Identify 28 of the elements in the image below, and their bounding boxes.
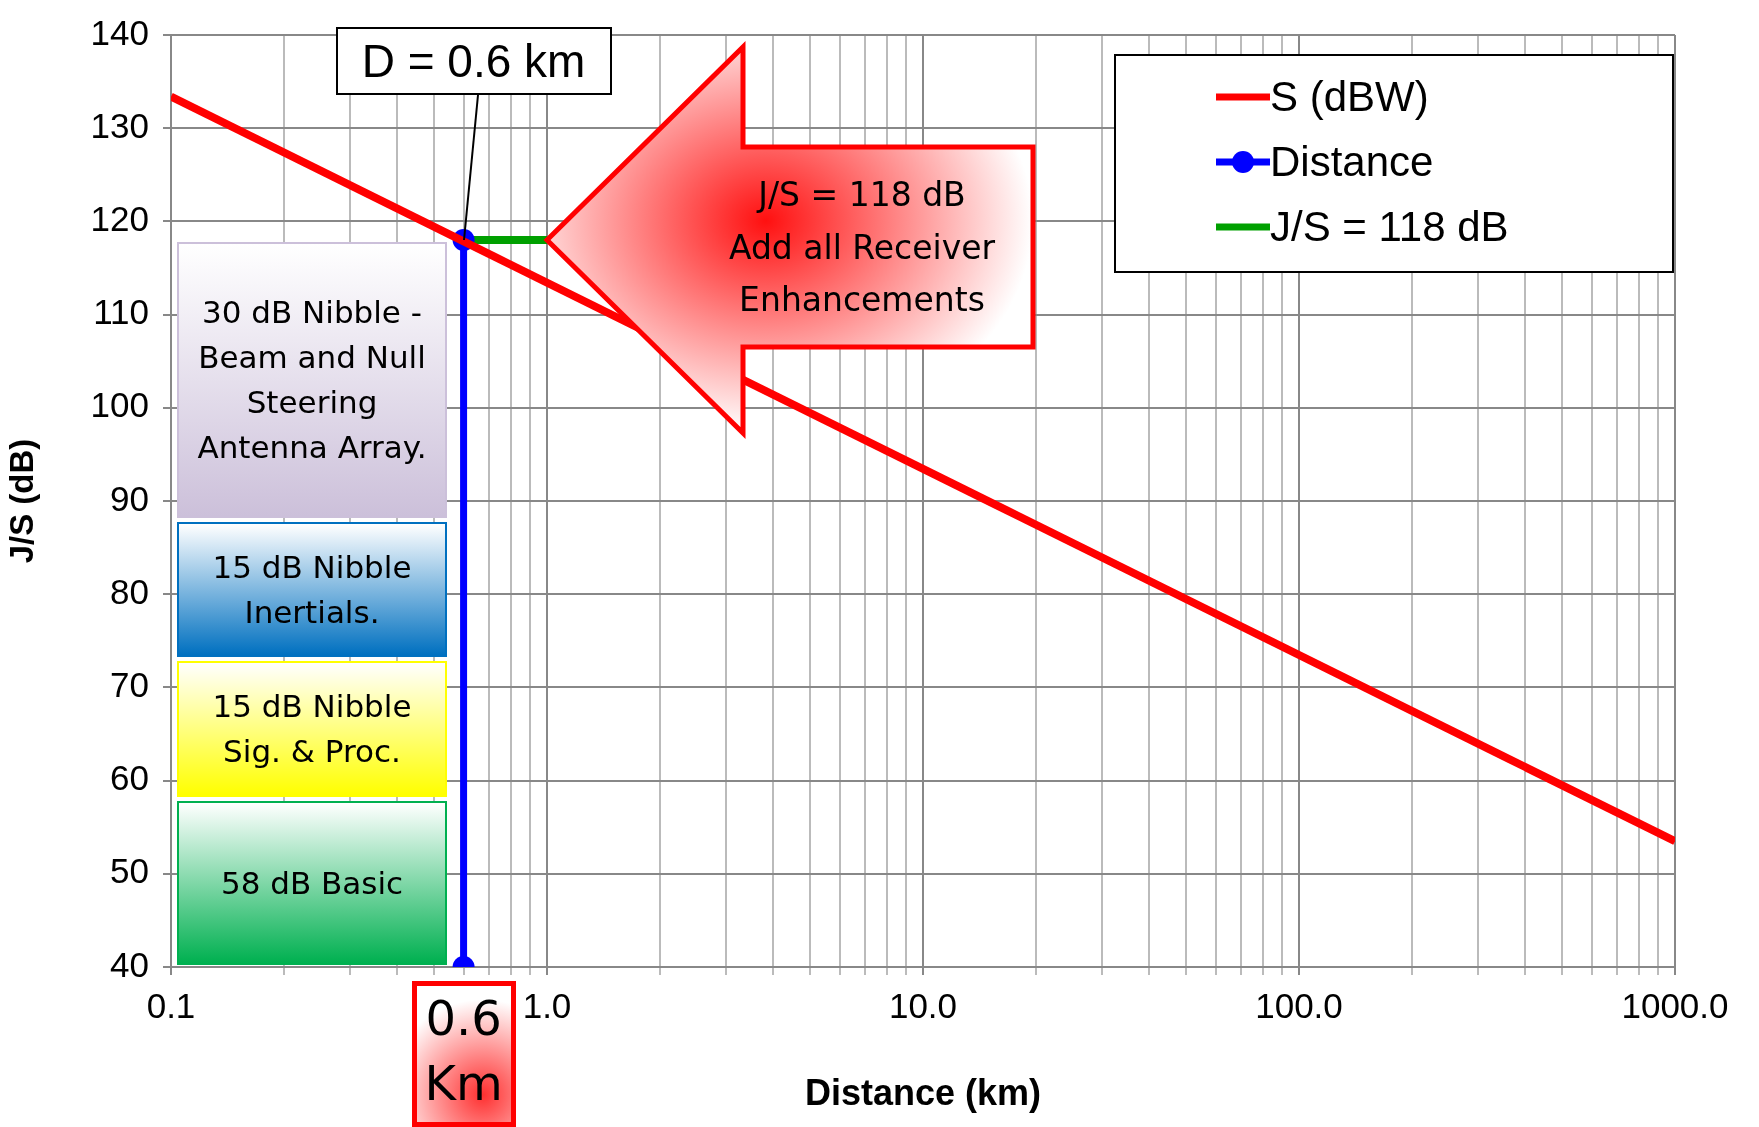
- band-label: 58 dB Basic: [220, 863, 404, 903]
- band-label: 30 dB Nibble - Beam and Null Steering Antenna Array.: [196, 292, 428, 467]
- legend-label: J/S = 118 dB: [1270, 202, 1509, 251]
- y-tick-label: 70: [110, 665, 149, 705]
- y-tick-label: 60: [110, 758, 149, 798]
- x-tick-label: 1.0: [522, 985, 572, 1025]
- legend-label: S (dBW): [1270, 72, 1429, 121]
- band-label: 15 dB Nibble Inertials.: [211, 547, 413, 632]
- y-tick-label: 100: [90, 385, 149, 425]
- band-label: 15 dB Nibble Sig. & Proc.: [211, 687, 413, 772]
- y-tick-label: 50: [110, 851, 149, 891]
- y-tick-label: 140: [90, 12, 149, 52]
- y-tick-label: 90: [110, 478, 149, 518]
- y-tick-label: 130: [90, 105, 149, 145]
- x-tick-label: 10.0: [888, 985, 958, 1025]
- y-tick-label: 120: [90, 199, 149, 239]
- y-tick-label: 40: [110, 944, 149, 984]
- annotation: D = 0.6 km: [335, 27, 612, 96]
- annotation: 0.6 Km: [411, 981, 516, 1127]
- x-tick-label: 100.0: [1255, 985, 1343, 1025]
- y-tick-label: 110: [93, 292, 149, 332]
- y-axis-title: J/S (dB): [2, 438, 40, 564]
- legend-label: Distance: [1270, 137, 1434, 186]
- y-tick-label: 80: [110, 571, 149, 611]
- x-tick-label: 1000.0: [1621, 985, 1729, 1025]
- x-axis-title: Distance (km): [804, 1072, 1042, 1114]
- annotation: J/S = 118 dB Add all Receiver Enhancements: [727, 173, 997, 322]
- x-tick-label: 0.1: [146, 985, 196, 1025]
